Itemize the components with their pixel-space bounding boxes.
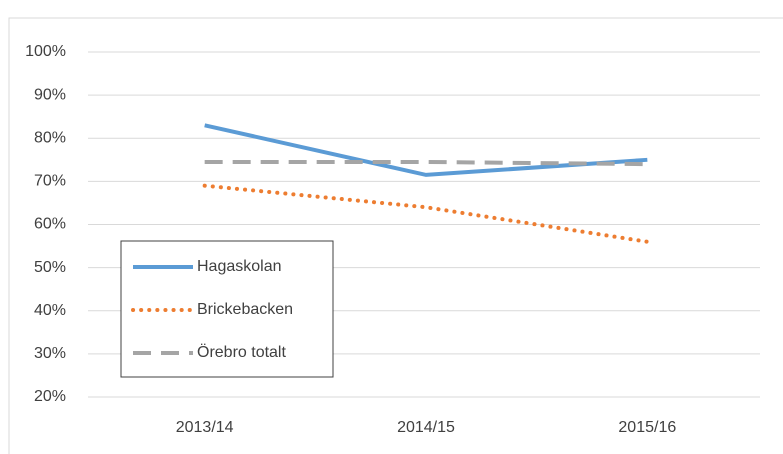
legend: Hagaskolan Brickebacken Örebro totalt: [120, 240, 334, 378]
y-tick-label: 90%: [34, 86, 66, 103]
y-tick-label: 70%: [34, 173, 66, 190]
y-tick-label: 80%: [34, 129, 66, 146]
y-tick-label: 100%: [25, 43, 66, 60]
x-tick-label: 2015/16: [618, 419, 676, 436]
x-tick-label: 2014/15: [397, 419, 455, 436]
legend-label: Örebro totalt: [197, 343, 286, 361]
x-tick-label: 2013/14: [176, 419, 234, 436]
y-tick-label: 50%: [34, 259, 66, 276]
series-line: [204, 123, 648, 177]
legend-label: Hagaskolan: [197, 258, 282, 275]
y-tick-label: 30%: [34, 345, 66, 362]
series-line: [204, 159, 648, 167]
series-line: [202, 183, 650, 244]
legend-label: Brickebacken: [197, 301, 293, 318]
y-tick-label: 20%: [34, 388, 66, 405]
chart-frame: [8, 17, 783, 454]
y-tick-label: 60%: [34, 216, 66, 233]
y-tick-label: 40%: [34, 302, 66, 319]
